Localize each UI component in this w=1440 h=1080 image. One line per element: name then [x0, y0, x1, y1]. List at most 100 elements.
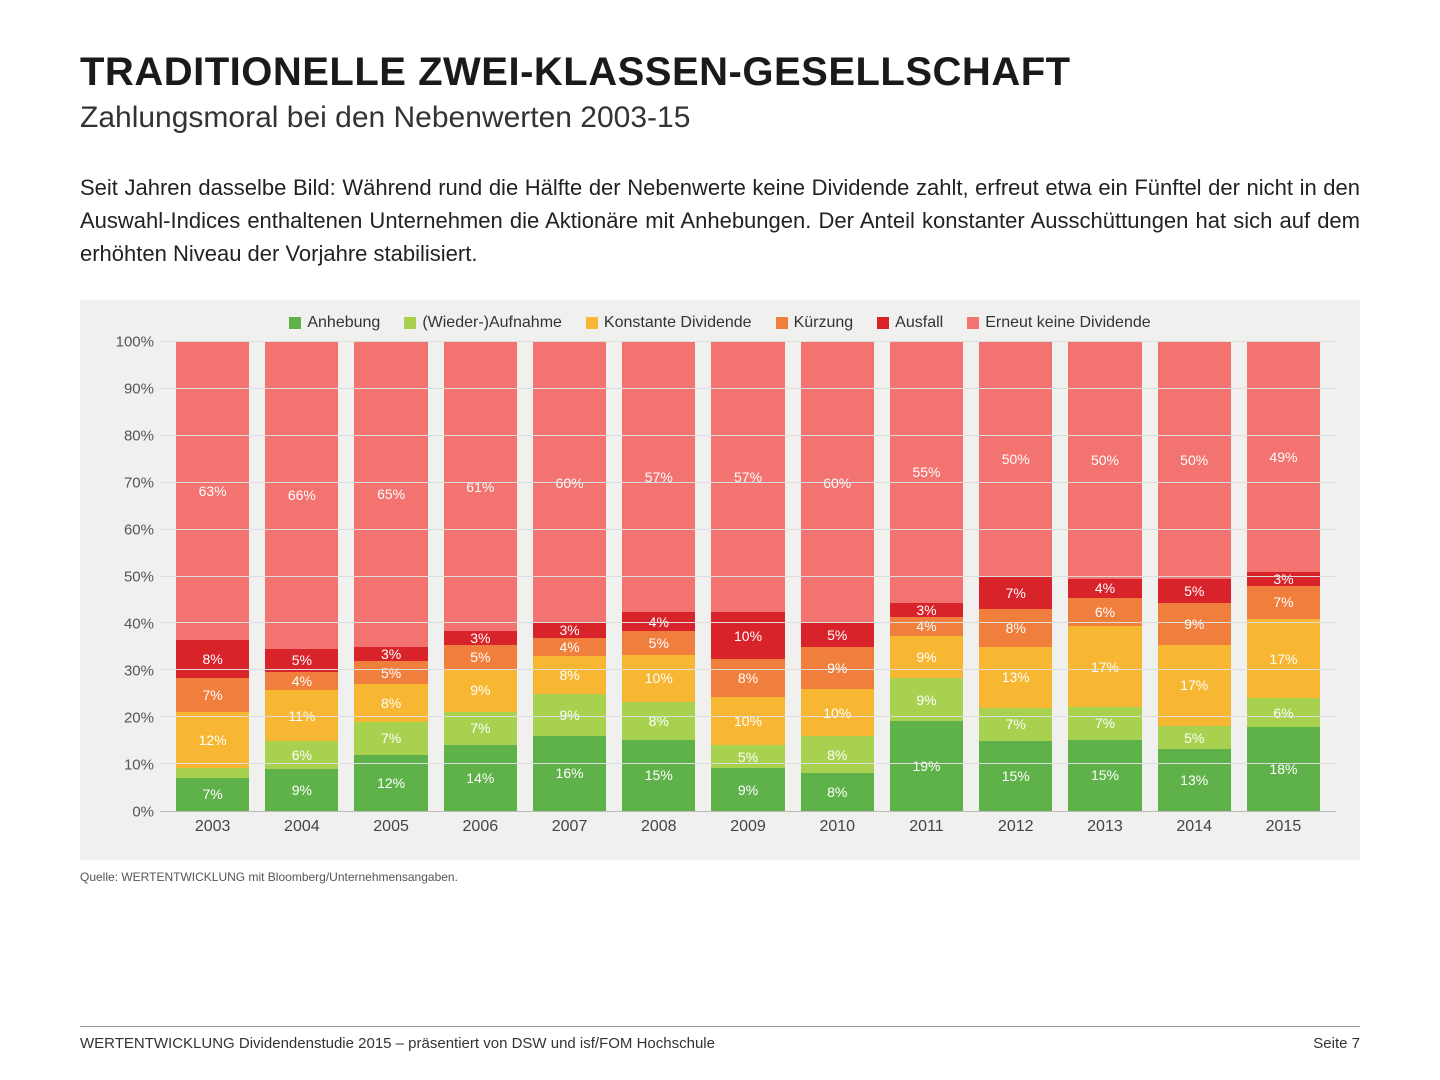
legend-item: (Wieder-)Aufnahme — [404, 314, 562, 332]
bar-column: 9%5%10%8%10%57% — [703, 342, 792, 811]
bar-column: 7%12%7%8%63% — [168, 342, 257, 811]
x-tick-label: 2011 — [882, 818, 971, 836]
bar-segment-anhebung: 15% — [979, 741, 1052, 811]
bar-segment-konstant: 10% — [801, 689, 874, 736]
y-axis: 0%10%20%30%40%50%60%70%80%90%100% — [104, 342, 160, 812]
x-tick-label: 2009 — [703, 818, 792, 836]
bar-segment-konstant: 9% — [890, 636, 963, 679]
bar-column: 14%7%9%5%3%61% — [436, 342, 525, 811]
grid-line — [160, 341, 1336, 342]
legend-swatch — [877, 317, 889, 329]
stacked-bar: 13%5%17%9%5%50% — [1158, 342, 1231, 811]
bar-column: 15%7%13%8%7%50% — [971, 342, 1060, 811]
bar-segment-kuerzung: 8% — [979, 609, 1052, 647]
bar-segment-ausfall: 7% — [979, 577, 1052, 610]
bar-segment-erneut: 57% — [622, 342, 695, 612]
bar-segment-erneut: 57% — [711, 342, 784, 612]
bar-column: 18%6%17%7%3%49% — [1239, 342, 1328, 811]
legend-label: Ausfall — [895, 314, 943, 332]
bar-segment-ausfall: 8% — [176, 640, 249, 678]
bar-segment-wieder: 8% — [801, 736, 874, 774]
bar-segment-ausfall: 3% — [890, 603, 963, 617]
bar-segment-konstant: 17% — [1068, 626, 1141, 707]
legend-swatch — [776, 317, 788, 329]
grid-line — [160, 482, 1336, 483]
bar-segment-kuerzung: 7% — [1247, 586, 1320, 619]
slide-body-text: Seit Jahren dasselbe Bild: Während rund … — [80, 171, 1360, 270]
bar-segment-erneut: 60% — [533, 342, 606, 623]
bar-segment-ausfall: 4% — [1068, 579, 1141, 598]
bar-segment-ausfall: 5% — [265, 649, 338, 672]
footer-right: Seite 7 — [1313, 1035, 1360, 1052]
bar-segment-konstant: 8% — [533, 656, 606, 694]
y-tick-label: 90% — [124, 381, 154, 398]
bar-segment-kuerzung: 4% — [890, 617, 963, 636]
x-tick-label: 2007 — [525, 818, 614, 836]
bar-column: 13%5%17%9%5%50% — [1150, 342, 1239, 811]
bar-segment-ausfall: 5% — [801, 623, 874, 646]
x-tick-label: 2003 — [168, 818, 257, 836]
stacked-bar: 16%9%8%4%3%60% — [533, 342, 606, 811]
y-tick-label: 10% — [124, 757, 154, 774]
stacked-bar: 9%6%11%4%5%66% — [265, 342, 338, 811]
y-tick-label: 50% — [124, 569, 154, 586]
legend-swatch — [404, 317, 416, 329]
grid-line — [160, 529, 1336, 530]
bar-column: 15%7%17%6%4%50% — [1060, 342, 1149, 811]
bar-segment-konstant: 9% — [444, 669, 517, 712]
slide-footer: WERTENTWICKLUNG Dividendenstudie 2015 – … — [80, 1026, 1360, 1052]
bar-segment-erneut: 50% — [979, 342, 1052, 577]
x-tick-label: 2005 — [346, 818, 435, 836]
bar-segment-erneut: 50% — [1068, 342, 1141, 579]
stacked-bar: 8%8%10%9%5%60% — [801, 342, 874, 811]
bar-segment-kuerzung: 8% — [711, 659, 784, 697]
legend-item: Ausfall — [877, 314, 943, 332]
grid-line — [160, 763, 1336, 764]
bar-segment-anhebung: 16% — [533, 736, 606, 811]
bar-segment-erneut: 55% — [890, 342, 963, 603]
grid-line — [160, 669, 1336, 670]
bar-segment-wieder: 7% — [1068, 707, 1141, 740]
slide-title: TRADITIONELLE ZWEI-KLASSEN-GESELLSCHAFT — [80, 50, 1360, 95]
bar-segment-wieder: 6% — [265, 741, 338, 769]
bar-segment-ausfall: 3% — [444, 631, 517, 645]
legend-swatch — [289, 317, 301, 329]
legend-item: Erneut keine Dividende — [967, 314, 1150, 332]
legend-label: (Wieder-)Aufnahme — [422, 314, 562, 332]
bar-segment-anhebung: 9% — [265, 769, 338, 811]
bar-segment-wieder: 9% — [890, 678, 963, 721]
bar-segment-kuerzung: 4% — [265, 672, 338, 691]
stacked-bar: 14%7%9%5%3%61% — [444, 342, 517, 811]
chart-plot: 0%10%20%30%40%50%60%70%80%90%100% 7%12%7… — [104, 342, 1336, 812]
stacked-bar: 18%6%17%7%3%49% — [1247, 342, 1320, 811]
bar-segment-kuerzung: 5% — [622, 631, 695, 655]
bar-segment-ausfall: 10% — [711, 612, 784, 659]
grid-line — [160, 622, 1336, 623]
bar-segment-kuerzung: 5% — [444, 645, 517, 669]
bar-column: 15%8%10%5%4%57% — [614, 342, 703, 811]
legend-item: Kürzung — [776, 314, 854, 332]
stacked-bar: 9%5%10%8%10%57% — [711, 342, 784, 811]
slide-subtitle: Zahlungsmoral bei den Nebenwerten 2003-1… — [80, 101, 1360, 135]
legend-label: Erneut keine Dividende — [985, 314, 1150, 332]
bar-column: 8%8%10%9%5%60% — [793, 342, 882, 811]
bar-column: 9%6%11%4%5%66% — [257, 342, 346, 811]
legend-label: Anhebung — [307, 314, 380, 332]
stacked-bar: 7%12%7%8%63% — [176, 342, 249, 811]
bar-segment-anhebung: 13% — [1158, 749, 1231, 811]
bar-segment-anhebung: 8% — [801, 773, 874, 811]
x-tick-label: 2014 — [1150, 818, 1239, 836]
bar-segment-anhebung: 18% — [1247, 727, 1320, 811]
bar-segment-konstant: 10% — [622, 655, 695, 702]
x-tick-label: 2008 — [614, 818, 703, 836]
chart-container: Anhebung(Wieder-)AufnahmeKonstante Divid… — [80, 300, 1360, 860]
bar-segment-wieder: 9% — [533, 694, 606, 736]
bar-column: 19%9%9%4%3%55% — [882, 342, 971, 811]
bars-container: 7%12%7%8%63%9%6%11%4%5%66%12%7%8%5%3%65%… — [160, 342, 1336, 811]
chart-source: Quelle: WERTENTWICKLUNG mit Bloomberg/Un… — [80, 870, 1360, 884]
bar-segment-anhebung: 7% — [176, 778, 249, 811]
bar-segment-wieder: 7% — [979, 708, 1052, 741]
bar-segment-konstant: 17% — [1247, 619, 1320, 699]
bar-segment-wieder — [176, 768, 249, 777]
y-tick-label: 20% — [124, 710, 154, 727]
